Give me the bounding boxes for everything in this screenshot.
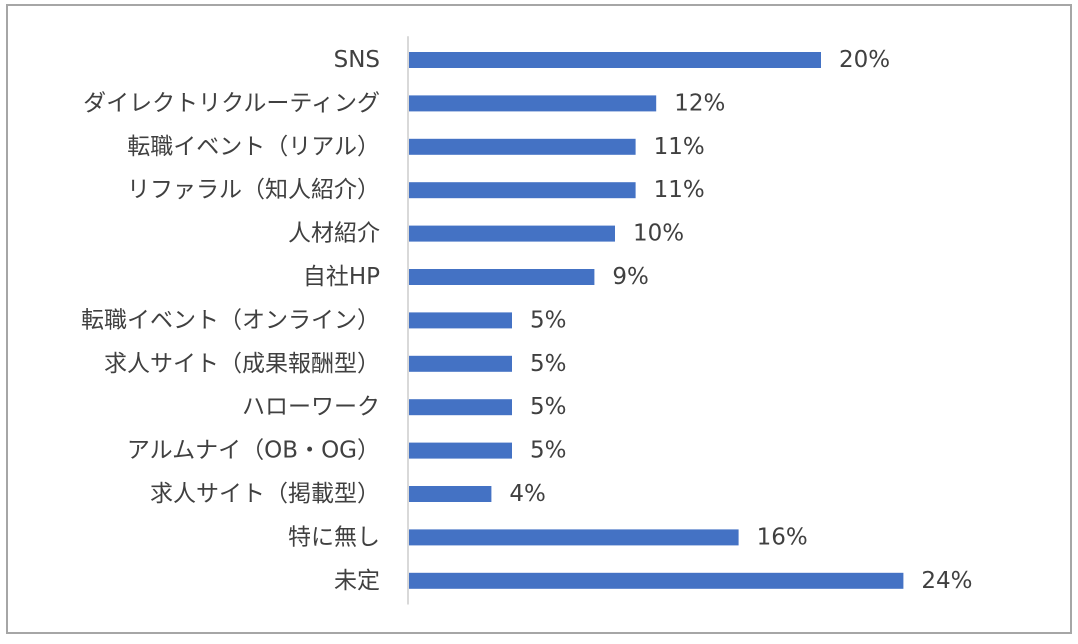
bar [409,312,512,329]
bars-layer [409,52,904,589]
bar [409,355,512,372]
bar [409,399,512,416]
labels-layer: SNS 20% ダイレクトリクルーティング 12% 転職イベント（リアル） 11% リファラ… [81,47,973,594]
data-label: 20% [839,47,890,73]
bar [409,95,657,112]
data-label: 10% [633,221,684,247]
category-label: 未定 [334,568,380,594]
bar [409,529,739,546]
bar [409,572,904,589]
bar [409,182,636,199]
data-label: 16% [757,524,808,550]
bar [409,442,512,459]
data-label: 24% [921,568,972,594]
data-label: 5% [530,394,567,420]
bar [409,486,492,502]
bar [409,225,615,242]
data-label: 9% [612,264,649,290]
category-label: リファラル（知人紹介） [127,177,380,203]
category-label: 人材紹介 [288,221,380,247]
data-label: 5% [530,307,567,333]
bar [409,138,636,155]
category-label: 転職イベント（オンライン） [81,307,380,333]
data-label: 11% [654,134,705,160]
category-label: ダイレクトリクルーティング [83,90,380,116]
category-label: 求人サイト（成果報酬型） [104,351,380,377]
data-label: 5% [530,351,567,377]
category-label: 求人サイト（掲載型） [150,481,380,507]
category-label: 自社HP [303,264,380,290]
data-label: 11% [654,177,705,203]
category-label: SNS [334,47,380,73]
category-label: ハローワーク [242,394,380,420]
category-label: アルムナイ（OB・OG） [127,438,380,464]
category-label: 転職イベント（リアル） [127,134,380,160]
data-label: 12% [674,90,725,116]
data-label: 5% [530,438,567,464]
category-label: 特に無し [288,524,380,550]
data-label: 4% [509,481,546,507]
bar [409,52,821,68]
bar [409,269,595,285]
